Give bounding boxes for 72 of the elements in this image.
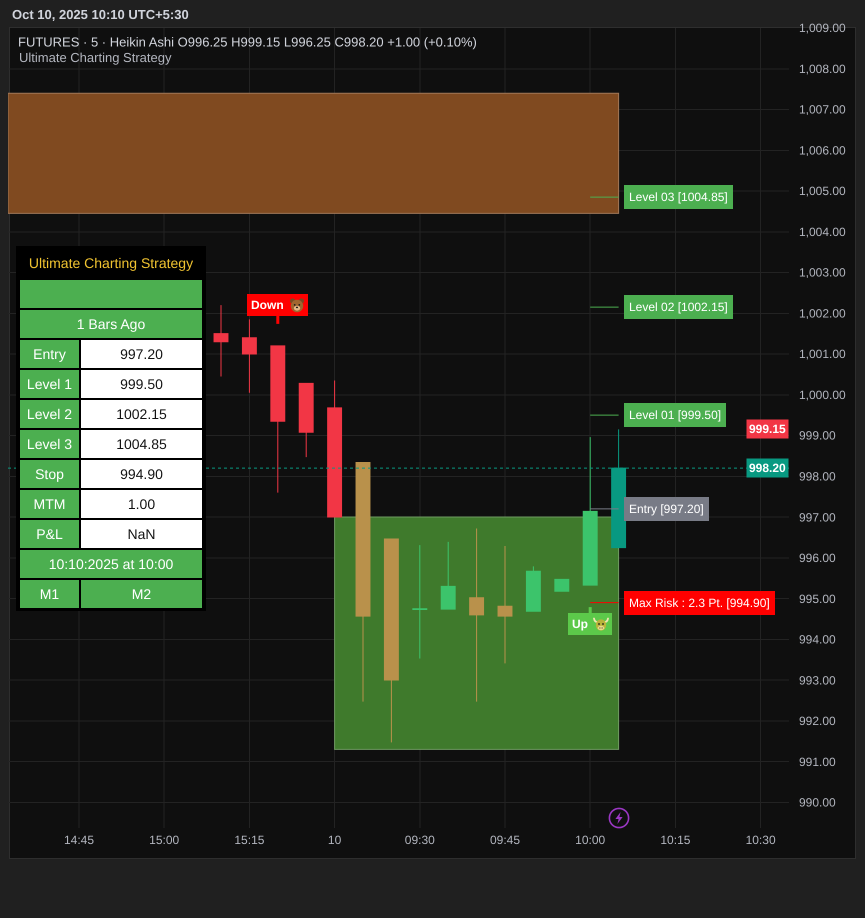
annotation: 1004.85	[81, 430, 202, 458]
y-tick-label: 991.00	[799, 754, 836, 769]
y-tick-label: 990.00	[799, 796, 836, 810]
ref-line-label: Entry [997.20]	[629, 502, 704, 516]
y-tick-label: 997.00	[799, 510, 836, 524]
x-tick-label: 10:30	[746, 833, 776, 847]
y-tick-label: 1,001.00	[799, 347, 846, 362]
x-tick-label: 10:15	[660, 833, 691, 847]
annotation: Entry	[20, 340, 79, 368]
x-tick-label: 10:00	[575, 833, 606, 847]
y-tick-label: 995.00	[799, 592, 836, 606]
annotation: Level 1	[20, 370, 79, 398]
candlestick	[440, 541, 456, 610]
x-tick-label: 10	[328, 833, 342, 847]
text: Ultimate Charting Strategy	[19, 50, 172, 65]
y-tick-label: 1,004.00	[799, 224, 846, 239]
annotation: NaN	[81, 520, 202, 548]
y-tick-label: 1,005.00	[799, 184, 846, 198]
annotation: 1.00	[81, 490, 202, 518]
annotation: M2	[81, 580, 202, 608]
annotation: Ultimate Charting Strategy	[28, 254, 194, 273]
annotation: 997.20	[81, 340, 202, 368]
y-tick-label: 1,002.00	[799, 306, 846, 320]
text: FUTURES · 5 · Heikin Ashi O996.25 H999.15 L996.25 C998.20 +1.00 (+0.10%)	[18, 34, 477, 50]
x-tick-label: 15:15	[234, 833, 265, 847]
annotation: Level 2	[20, 400, 79, 428]
y-tick-label: 994.00	[799, 632, 836, 647]
candlestick	[384, 538, 399, 743]
y-tick-label: 993.00	[799, 673, 836, 688]
x-tick-label: 14:45	[64, 833, 94, 847]
annotation: Level 3	[20, 430, 79, 458]
annotation: 1 Bars Ago	[20, 310, 202, 338]
annotation: 10:10:2025 at 10:00	[20, 550, 202, 578]
y-tick-label: 1,000.00	[799, 388, 846, 402]
text: Oct 10, 2025 10:10 UTC+5:30	[12, 7, 189, 22]
candlestick	[242, 318, 257, 394]
candlestick	[356, 462, 370, 702]
y-tick-label: 996.00	[799, 551, 836, 565]
y-tick-label: 1,008.00	[799, 62, 846, 76]
candlestick	[526, 566, 541, 612]
annotation: 999.50	[81, 370, 202, 398]
candlestick	[498, 545, 512, 664]
annotation: 1002.15	[81, 400, 202, 428]
candlestick	[554, 578, 570, 592]
ref-line-label: Level 02 [1002.15]	[629, 300, 728, 314]
ref-line-label: 998.20	[749, 461, 786, 475]
annotation: P&L	[20, 520, 79, 548]
annotation: Stop	[20, 460, 79, 488]
candlestick	[412, 544, 428, 659]
candlestick	[327, 380, 342, 518]
x-tick-label: 09:30	[404, 833, 436, 847]
y-tick-label: 1,007.00	[799, 102, 846, 117]
ref-line-label: Level 03 [1004.85]	[629, 190, 728, 204]
x-tick-label: 15:00	[149, 833, 180, 847]
annotation: Up	[572, 617, 588, 631]
y-tick-label: 998.00	[799, 469, 836, 484]
y-tick-label: 1,009.00	[799, 21, 846, 36]
annotation: 999.15	[749, 422, 786, 436]
y-tick-label: 1,003.00	[799, 266, 846, 280]
candlestick	[214, 304, 228, 377]
annotation: 994.90	[81, 460, 202, 488]
ref-line-label: Max Risk : 2.3 Pt. [994.90]	[629, 596, 770, 610]
y-tick-label: 1,006.00	[799, 143, 846, 158]
y-tick-label: 992.00	[799, 714, 836, 728]
annotation: M1	[20, 580, 79, 608]
annotation: MTM	[20, 490, 79, 518]
annotation: Down	[251, 298, 284, 312]
candlestick	[469, 528, 484, 702]
y-tick-label: 999.00	[799, 428, 836, 443]
x-tick-label: 09:45	[490, 833, 520, 847]
ref-line-label: Level 01 [999.50]	[629, 408, 722, 422]
candlestick	[298, 382, 314, 458]
